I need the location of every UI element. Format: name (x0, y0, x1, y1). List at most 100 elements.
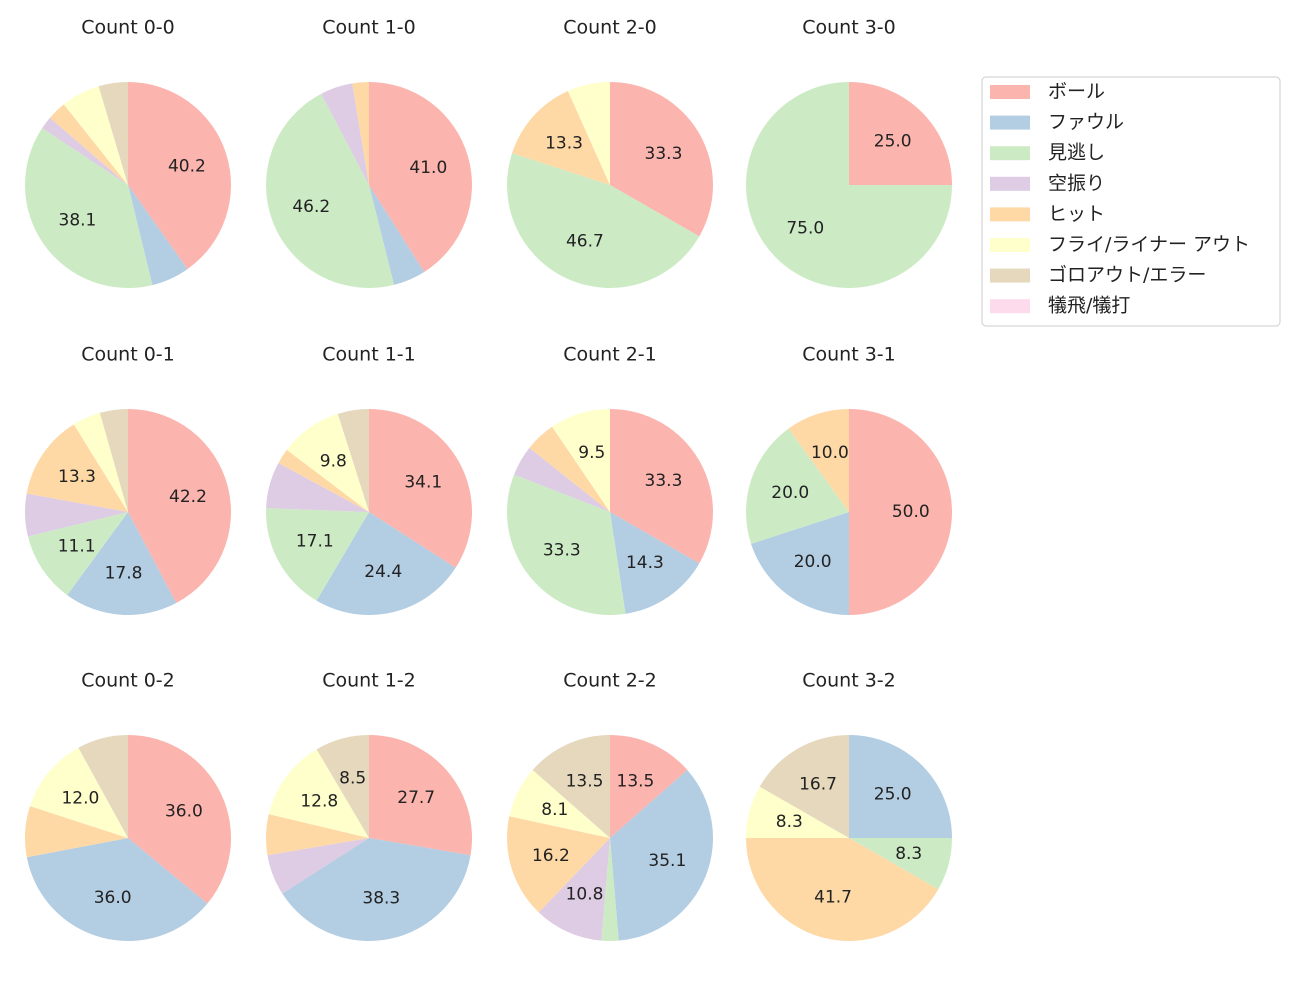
value-label: 8.3 (895, 844, 922, 864)
pie-slice (98, 82, 128, 185)
legend-label: 犠飛/犠打 (1048, 295, 1130, 317)
legend-swatch (990, 299, 1030, 314)
value-label: 20.0 (794, 552, 832, 572)
pie-slice (509, 769, 610, 838)
value-label: 41.7 (814, 888, 852, 908)
value-label: 8.1 (541, 800, 568, 820)
pie-slice (506, 474, 626, 615)
pie-slice (316, 735, 369, 838)
pie-slice (532, 735, 610, 838)
chart-title: Count 2-1 (563, 344, 657, 366)
pie-slice (99, 409, 128, 512)
chart-title: Count 0-2 (81, 670, 175, 692)
pie-slice (67, 512, 177, 615)
chart-title: Count 2-2 (563, 670, 657, 692)
value-label: 11.1 (58, 536, 96, 556)
value-label: 12.0 (61, 789, 99, 809)
value-label: 34.1 (404, 472, 442, 492)
pie-slice (128, 185, 188, 286)
value-label: 36.0 (165, 802, 203, 822)
value-label: 9.8 (320, 452, 347, 472)
pie-slice (42, 117, 128, 185)
legend-label: ゴロアウト/エラー (1048, 264, 1206, 286)
legend-swatch (990, 238, 1030, 252)
value-label: 41.0 (409, 158, 447, 178)
chart-title: Count 1-0 (322, 17, 416, 39)
value-label: 38.1 (59, 211, 97, 231)
chart-title: Count 0-1 (81, 344, 175, 366)
value-label: 13.3 (58, 467, 96, 487)
pie-slice (128, 409, 231, 604)
value-label: 9.5 (578, 443, 605, 463)
pie-slice (507, 153, 700, 288)
pie-slice (286, 413, 369, 512)
pie-slice (49, 104, 129, 185)
legend-swatch (990, 207, 1030, 222)
chart-title: Count 1-2 (322, 670, 416, 692)
legend-swatch (990, 268, 1030, 283)
pie-slice (610, 409, 713, 564)
value-label: 35.1 (648, 851, 686, 871)
value-label: 38.3 (362, 889, 400, 909)
pie-slice (610, 512, 700, 614)
pie-slice (25, 128, 153, 288)
chart-title: Count 3-0 (802, 17, 896, 39)
pie-slice (610, 82, 713, 237)
value-label: 16.2 (532, 846, 570, 866)
value-label: 16.7 (799, 775, 837, 795)
pie-slice (552, 409, 610, 512)
legend-label: フライ/ライナー アウト (1048, 234, 1250, 256)
legend-swatch (990, 146, 1030, 161)
legend-swatch (990, 115, 1030, 130)
pie-slice (369, 82, 472, 272)
pie-slice (30, 747, 128, 838)
pie-slice (751, 512, 849, 615)
pie-slice (369, 735, 473, 856)
pie-slice (267, 838, 369, 894)
pie-slice (746, 838, 939, 941)
chart-title: Count 1-1 (322, 344, 416, 366)
pie-slice (266, 93, 394, 289)
value-label: 12.8 (300, 791, 338, 811)
value-label: 25.0 (874, 784, 912, 804)
value-label: 13.3 (545, 134, 583, 154)
value-label: 46.7 (566, 231, 604, 251)
pie-slice (529, 426, 610, 512)
pie-slice (266, 814, 369, 856)
chart-title: Count 2-0 (563, 17, 657, 39)
pie-slice (24, 806, 128, 858)
pie-slice (278, 449, 369, 512)
pie-slice (321, 83, 369, 185)
pie-slice (352, 82, 369, 185)
legend-label: 見逃し (1048, 142, 1105, 164)
pie-slice (746, 82, 952, 288)
value-label: 40.2 (168, 156, 206, 176)
value-label: 14.3 (626, 553, 664, 573)
pie-slice (27, 512, 129, 596)
pie-slice (63, 86, 128, 185)
pie-slice (849, 82, 952, 185)
pie-slice (26, 838, 208, 941)
legend-label: 空振り (1048, 172, 1105, 194)
value-label: 13.5 (617, 772, 655, 792)
chart-title: Count 3-2 (802, 670, 896, 692)
pie-slice (73, 412, 128, 512)
pie-slice (282, 838, 471, 942)
chart-title: Count 3-1 (802, 344, 896, 366)
pie-slice (506, 816, 610, 913)
pie-slice (849, 409, 952, 615)
value-label: 33.3 (543, 541, 581, 561)
pie-slice (610, 769, 714, 941)
legend-swatch (990, 85, 1030, 99)
pie-slice (849, 838, 952, 890)
value-label: 27.7 (397, 788, 435, 808)
value-label: 46.2 (292, 197, 330, 217)
value-label: 24.4 (364, 562, 402, 582)
pie-slice (746, 428, 849, 544)
legend-swatch (990, 176, 1030, 191)
pie-slice (849, 735, 952, 838)
pie-slice (538, 838, 610, 941)
pie-slice (128, 82, 232, 270)
pie-slice (567, 82, 610, 185)
